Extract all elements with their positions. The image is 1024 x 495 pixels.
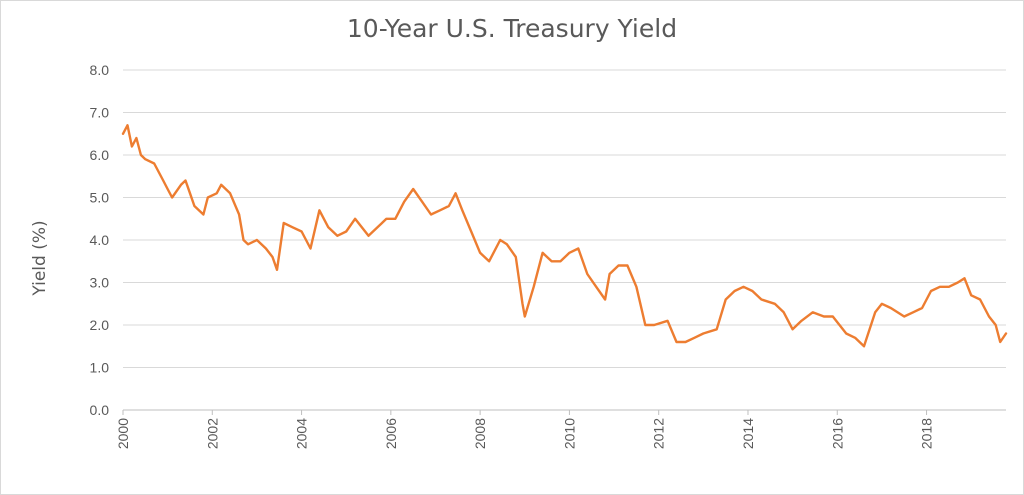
x-tick-label: 2010: [561, 418, 577, 449]
x-tick-label: 2014: [740, 418, 756, 449]
y-tick-label: 7.0: [90, 105, 110, 121]
x-tick-label: 2004: [294, 418, 310, 449]
x-axis-ticks: 2000 2002 2004 2006 2008 2010 2012 2014 2016 2018: [115, 410, 935, 449]
y-tick-label: 0.0: [90, 402, 110, 418]
y-axis-ticks: 0.0 1.0 2.0 3.0 4.0 5.0 6.0 7.0 8.0: [90, 62, 110, 418]
x-tick-label: 2002: [204, 418, 220, 449]
y-tick-label: 1.0: [90, 360, 110, 376]
x-tick-label: 2006: [383, 418, 399, 449]
y-tick-label: 5.0: [90, 190, 110, 206]
gridlines: [123, 69, 1006, 368]
x-tick-label: 2016: [829, 418, 845, 449]
y-tick-label: 6.0: [90, 147, 110, 163]
x-tick-label: 2008: [472, 418, 488, 449]
series-line-treasury-yield: [121, 124, 1008, 348]
y-tick-label: 3.0: [90, 275, 110, 291]
y-tick-label: 2.0: [90, 317, 110, 333]
y-tick-label: 4.0: [90, 232, 110, 248]
chart-title: 10-Year U.S. Treasury Yield: [346, 14, 678, 43]
x-tick-label: 2012: [651, 418, 667, 449]
x-tick-label: 2018: [919, 418, 935, 449]
x-tick-label: 2000: [115, 418, 131, 449]
y-tick-label: 8.0: [90, 62, 110, 78]
